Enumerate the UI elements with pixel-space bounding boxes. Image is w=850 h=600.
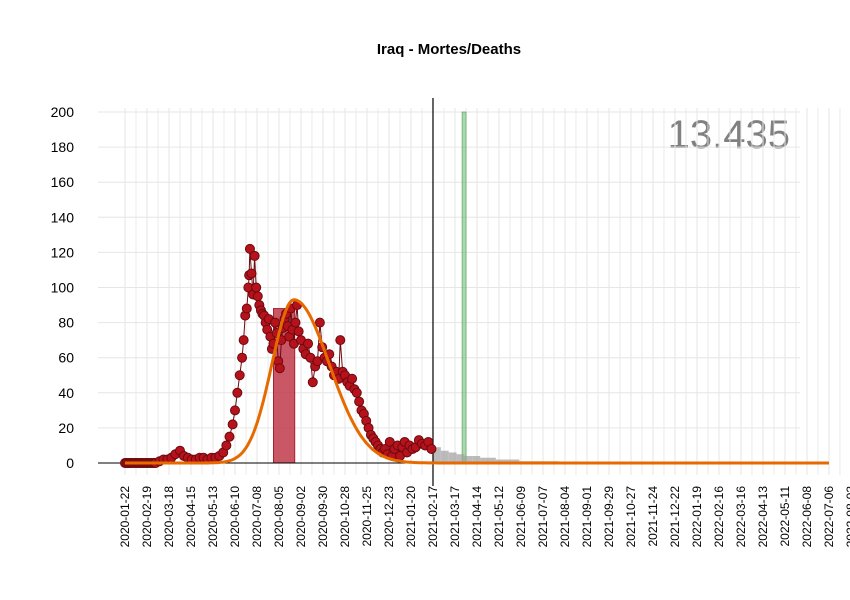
x-tick-label: 2020-06-10 bbox=[228, 486, 242, 548]
data-point bbox=[307, 377, 318, 388]
forecast-bar bbox=[503, 459, 512, 463]
forecast-bar bbox=[440, 450, 449, 463]
forecast-bars bbox=[432, 447, 559, 463]
x-tick-label: 2021-01-20 bbox=[404, 486, 418, 548]
fit-curve-line bbox=[125, 298, 829, 465]
data-point bbox=[237, 352, 248, 363]
data-point bbox=[246, 268, 257, 279]
x-tick-label: 2022-01-19 bbox=[690, 486, 704, 548]
forecast-bar bbox=[472, 455, 481, 463]
data-point bbox=[252, 291, 263, 302]
data-point bbox=[347, 373, 358, 384]
x-tick-label: 2021-09-29 bbox=[602, 486, 616, 548]
y-tick-label: 120 bbox=[51, 244, 75, 260]
x-tick-label: 2021-08-04 bbox=[558, 486, 572, 548]
data-point bbox=[293, 326, 304, 337]
y-tick-label: 200 bbox=[51, 104, 75, 120]
x-tick-label: 2022-08-03 bbox=[844, 486, 850, 548]
x-tick-label: 2021-07-07 bbox=[536, 486, 550, 548]
data-point bbox=[351, 387, 362, 398]
x-tick-label: 2020-12-23 bbox=[382, 486, 396, 548]
x-tick-label: 2020-07-08 bbox=[250, 486, 264, 548]
x-tick-label: 2021-05-12 bbox=[492, 486, 506, 548]
x-axis-ticks: 2020-01-22 2020-02-19 2020-03-18 2020-04-15… bbox=[118, 486, 850, 548]
x-tick-label: 2021-11-24 bbox=[646, 486, 660, 547]
y-tick-label: 20 bbox=[58, 420, 74, 436]
data-point bbox=[303, 338, 314, 349]
data-point bbox=[229, 405, 240, 416]
x-tick-label: 2021-03-17 bbox=[448, 486, 462, 548]
x-tick-label: 2020-01-22 bbox=[118, 486, 132, 548]
y-tick-label: 100 bbox=[51, 280, 75, 296]
y-axis-ticks: 0 20 40 60 80 100 120 140 160 180 200 bbox=[51, 104, 75, 471]
data-point bbox=[227, 419, 238, 430]
x-tick-label: 2021-06-09 bbox=[514, 486, 528, 548]
forecast-bar bbox=[456, 454, 465, 463]
x-tick-label: 2020-04-15 bbox=[184, 486, 198, 548]
x-tick-label: 2020-05-13 bbox=[206, 486, 220, 548]
data-point bbox=[241, 303, 252, 314]
data-point bbox=[270, 317, 281, 328]
x-tick-label: 2020-09-02 bbox=[294, 486, 308, 548]
forecast-bar bbox=[495, 459, 504, 463]
data-point bbox=[335, 335, 346, 346]
x-tick-label: 2022-06-08 bbox=[800, 486, 814, 548]
y-tick-label: 140 bbox=[51, 209, 75, 225]
green-band bbox=[461, 111, 467, 464]
x-tick-label: 2020-11-25 bbox=[360, 486, 374, 547]
x-tick-label: 2020-10-28 bbox=[338, 486, 352, 548]
x-tick-label: 2022-02-16 bbox=[712, 486, 726, 548]
data-point bbox=[314, 317, 325, 328]
data-point bbox=[251, 282, 262, 293]
x-tick-label: 2021-04-14 bbox=[470, 486, 484, 548]
chart-title: Iraq - Mortes/Deaths bbox=[377, 41, 521, 58]
y-tick-label: 80 bbox=[58, 315, 74, 331]
x-tick-label: 2020-02-19 bbox=[140, 486, 154, 548]
x-tick-label: 2020-09-30 bbox=[316, 486, 330, 548]
x-tick-label: 2022-07-06 bbox=[822, 486, 836, 548]
x-tick-label: 2021-10-27 bbox=[624, 486, 638, 548]
data-point bbox=[238, 335, 249, 346]
data-point bbox=[221, 440, 232, 451]
grid bbox=[98, 108, 841, 475]
bands bbox=[272, 111, 467, 464]
forecast-bar bbox=[487, 457, 496, 463]
data-point bbox=[290, 317, 301, 328]
x-tick-label: 2021-02-17 bbox=[426, 486, 440, 548]
data-point bbox=[232, 387, 243, 398]
fit-curve bbox=[125, 298, 829, 465]
x-tick-label: 2022-04-13 bbox=[756, 486, 770, 548]
forecast-bar bbox=[464, 455, 473, 463]
x-tick-label: 2022-05-11 bbox=[778, 486, 792, 547]
data-point bbox=[244, 243, 255, 254]
y-tick-label: 40 bbox=[58, 385, 74, 401]
y-tick-label: 60 bbox=[58, 350, 74, 366]
data-point bbox=[234, 370, 245, 381]
forecast-bar bbox=[448, 452, 457, 463]
x-tick-label: 2020-08-05 bbox=[272, 486, 286, 548]
data-point bbox=[274, 363, 285, 374]
x-tick-label: 2021-12-22 bbox=[668, 486, 682, 548]
data-point bbox=[426, 443, 437, 454]
data-point bbox=[249, 250, 260, 261]
forecast-bar bbox=[480, 457, 488, 463]
total-deaths-label: 13.435 bbox=[668, 113, 790, 157]
y-tick-label: 160 bbox=[51, 174, 75, 190]
x-tick-label: 2021-09-01 bbox=[580, 486, 594, 548]
forecast-bar bbox=[432, 447, 441, 463]
forecast-bar bbox=[511, 459, 520, 463]
y-tick-label: 0 bbox=[66, 455, 74, 471]
data-point bbox=[354, 396, 365, 407]
x-tick-label: 2020-03-18 bbox=[162, 486, 176, 548]
x-tick-label: 2022-03-16 bbox=[734, 486, 748, 548]
y-tick-label: 180 bbox=[51, 139, 75, 155]
data-point bbox=[224, 431, 235, 442]
